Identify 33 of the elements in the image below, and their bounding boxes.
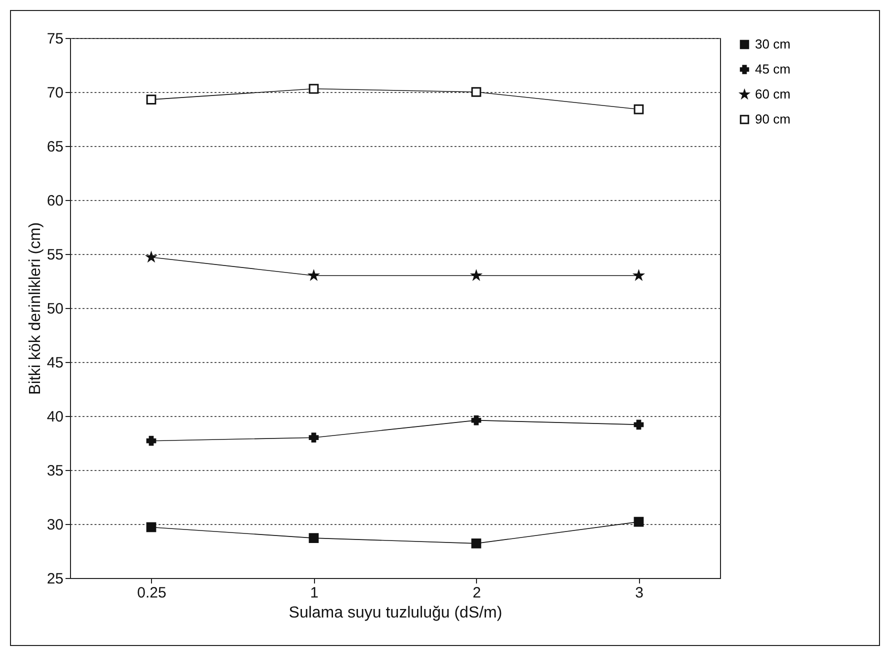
point bbox=[634, 104, 644, 114]
x-tick-label: 2 bbox=[472, 584, 481, 602]
point bbox=[146, 436, 156, 446]
x-tick-label: 0.25 bbox=[137, 584, 166, 602]
y-tick-label: 75 bbox=[46, 30, 64, 48]
point bbox=[146, 94, 156, 104]
x-axis-title: Sulama suyu tuzluluğu (dS/m) bbox=[288, 604, 502, 622]
point bbox=[471, 538, 482, 548]
y-tick-label: 50 bbox=[46, 300, 64, 318]
y-axis-title: Bitki kök derinlikleri (cm) bbox=[26, 222, 44, 395]
y-tick-label: 60 bbox=[46, 192, 64, 210]
y-tick-label: 30 bbox=[46, 516, 64, 534]
x-tick-label: 3 bbox=[635, 584, 644, 602]
y-tick-label: 65 bbox=[46, 138, 64, 156]
y-tick-label: 35 bbox=[46, 462, 64, 480]
legend-label: 60 cm bbox=[755, 86, 790, 102]
y-tick-label: 40 bbox=[46, 408, 64, 426]
x-tick-label: 1 bbox=[310, 584, 318, 602]
point bbox=[308, 84, 319, 94]
point bbox=[634, 516, 644, 527]
point bbox=[471, 87, 482, 97]
y-tick-label: 25 bbox=[46, 570, 64, 588]
legend-label: 30 cm bbox=[755, 36, 790, 52]
legend-label: 90 cm bbox=[755, 112, 790, 126]
point bbox=[146, 522, 156, 532]
y-tick-label: 55 bbox=[46, 246, 64, 264]
point bbox=[308, 432, 319, 443]
legend-label: 45 cm bbox=[755, 62, 790, 76]
y-tick-label: 45 bbox=[46, 354, 64, 372]
point bbox=[634, 420, 644, 430]
point bbox=[471, 415, 482, 426]
y-tick-label: 70 bbox=[46, 84, 64, 102]
point bbox=[308, 533, 319, 543]
